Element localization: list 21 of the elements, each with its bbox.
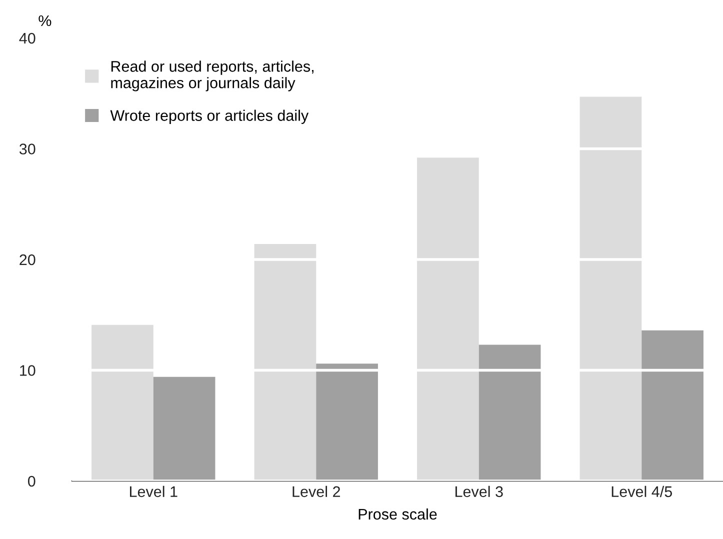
x-tick-label: Level 1: [130, 486, 178, 498]
bar: [153, 376, 216, 481]
legend-label: Read or used reports, articles, magazines or journals daily: [111, 60, 314, 92]
bar: [478, 344, 541, 481]
y-tick-label: 40: [19, 32, 36, 44]
x-tick-label: Level 3: [456, 486, 503, 498]
y-tick-label: 30: [19, 144, 36, 154]
bar: [417, 158, 479, 481]
legend-label: Wrote reports or articles daily: [110, 110, 309, 124]
y-tick-label: 20: [20, 254, 36, 266]
bar: [642, 330, 704, 481]
x-tick-label: Level 4/5: [612, 486, 672, 498]
bar: [316, 364, 378, 481]
bar: [580, 96, 642, 481]
x-tick-label: Level 2: [292, 486, 340, 498]
y-axis-title: %: [38, 15, 52, 26]
y-tick-label: 0: [28, 476, 36, 487]
x-axis-title: Prose scale: [358, 508, 437, 520]
bar: [254, 244, 316, 481]
bar: [92, 324, 154, 481]
y-tick-label: 10: [20, 365, 36, 376]
